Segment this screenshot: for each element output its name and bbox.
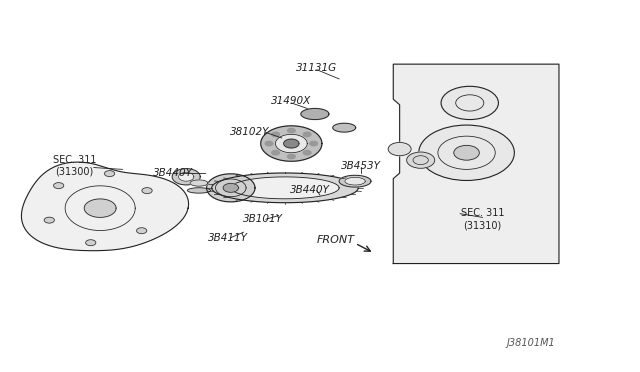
Circle shape	[287, 128, 295, 133]
Polygon shape	[172, 169, 200, 185]
Text: 3B411Y: 3B411Y	[207, 233, 248, 243]
Circle shape	[388, 142, 411, 156]
Circle shape	[303, 150, 311, 155]
Circle shape	[441, 86, 499, 119]
Text: 3B440Y: 3B440Y	[154, 168, 193, 178]
Circle shape	[419, 125, 515, 180]
Polygon shape	[84, 199, 116, 217]
Circle shape	[303, 132, 311, 137]
Text: FRONT: FRONT	[317, 234, 355, 244]
Text: 3B453Y: 3B453Y	[341, 161, 381, 171]
Text: 3B440Y: 3B440Y	[291, 185, 330, 195]
Polygon shape	[301, 109, 329, 119]
Circle shape	[272, 150, 280, 155]
Text: 31490X: 31490X	[271, 96, 312, 106]
Polygon shape	[394, 64, 559, 263]
Text: SEC. 311
(31310): SEC. 311 (31310)	[461, 208, 504, 230]
Polygon shape	[21, 162, 189, 251]
Text: 3B101Y: 3B101Y	[243, 214, 283, 224]
Circle shape	[142, 187, 152, 193]
Text: SEC. 311
(31300): SEC. 311 (31300)	[53, 155, 97, 176]
Polygon shape	[284, 139, 299, 148]
Circle shape	[86, 240, 96, 246]
Polygon shape	[231, 177, 339, 199]
Circle shape	[44, 217, 54, 223]
Text: 38102Y: 38102Y	[230, 128, 269, 138]
Polygon shape	[345, 177, 365, 185]
Circle shape	[136, 228, 147, 234]
Polygon shape	[212, 173, 358, 203]
Polygon shape	[260, 126, 322, 161]
Polygon shape	[190, 180, 208, 186]
Circle shape	[54, 183, 64, 189]
Polygon shape	[188, 188, 211, 193]
Circle shape	[454, 145, 479, 160]
Circle shape	[406, 152, 435, 168]
Text: J38101M1: J38101M1	[507, 339, 556, 349]
Polygon shape	[333, 123, 356, 132]
Polygon shape	[207, 174, 255, 202]
Circle shape	[310, 141, 317, 146]
Polygon shape	[223, 183, 239, 192]
Circle shape	[104, 171, 115, 177]
Polygon shape	[339, 175, 371, 187]
Circle shape	[287, 154, 295, 159]
Circle shape	[265, 141, 273, 146]
Circle shape	[272, 132, 280, 137]
Polygon shape	[179, 172, 194, 181]
Polygon shape	[275, 134, 307, 153]
Text: 31131G: 31131G	[296, 63, 337, 73]
